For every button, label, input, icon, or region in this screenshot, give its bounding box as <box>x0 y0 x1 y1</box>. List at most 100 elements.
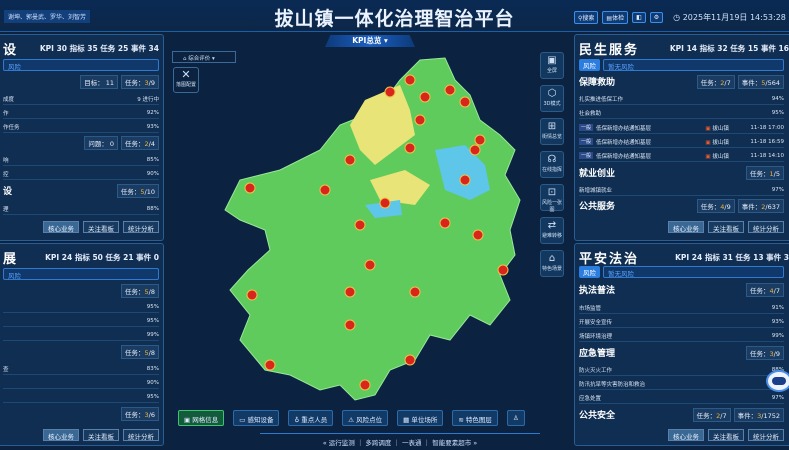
3d-mode-button[interactable]: ⬡ 3D模式 <box>540 85 564 112</box>
indicator-row[interactable]: 成度 9 进行中 <box>3 93 159 105</box>
core-business-button[interactable]: 核心业务 <box>668 221 704 233</box>
building-icon: ▦ <box>403 416 412 424</box>
stats-button[interactable]: 统计分析 <box>123 429 159 441</box>
party-marker-icon[interactable] <box>414 114 426 126</box>
fullscreen-icon: ▣ <box>547 55 557 66</box>
map-region-blue[interactable] <box>435 145 490 200</box>
indicator-row[interactable]: 市场监管 91% <box>579 302 784 314</box>
sensor-device-button[interactable]: ▭ 感知设备 <box>233 410 280 426</box>
unit-place-button[interactable]: ▦ 单位场所 <box>397 410 444 426</box>
core-business-button[interactable]: 核心业务 <box>43 429 79 441</box>
indicator-row[interactable]: 理 88% <box>3 203 159 215</box>
check-button[interactable]: ▤体检 <box>602 11 629 24</box>
risk-bar[interactable]: 暂无风险 <box>603 59 784 71</box>
layer-config-button[interactable]: ✕ 落图配置 <box>173 67 199 93</box>
risk-bar[interactable]: 风险 <box>3 59 159 71</box>
indicator-row[interactable]: 应急处置 97% <box>579 392 784 404</box>
indicator-row[interactable]: 90% <box>3 377 159 389</box>
town-map[interactable] <box>170 40 540 410</box>
party-marker-icon[interactable] <box>439 217 451 229</box>
indicator-row[interactable]: 查 83% <box>3 363 159 375</box>
key-person-button[interactable]: ♁ 重点人员 <box>288 410 334 426</box>
party-marker-icon[interactable] <box>459 96 471 108</box>
robot-assistant-icon[interactable] <box>766 370 789 392</box>
risk-map-button[interactable]: ⊡ 风险一张图 <box>540 184 564 213</box>
indicator-row[interactable]: 95% <box>3 315 159 327</box>
focus-board-button[interactable]: 关注看板 <box>708 221 744 233</box>
risk-bar[interactable]: 风险 <box>3 268 159 280</box>
gear-icon[interactable]: ⚙ <box>649 12 664 23</box>
focus-board-button[interactable]: 关注看板 <box>708 429 744 441</box>
party-marker-icon[interactable] <box>459 174 471 186</box>
party-marker-icon[interactable] <box>404 74 416 86</box>
indicator-row[interactable]: 控 90% <box>3 168 159 180</box>
indicator-row[interactable]: 响 85% <box>3 154 159 166</box>
map-region-green[interactable] <box>224 57 521 401</box>
eval-select[interactable]: ⌂ 综合评价 ▾ <box>172 51 236 63</box>
feature-layer-button[interactable]: ≋ 特色图层 <box>452 410 498 426</box>
task-chip: 任务：1/5 <box>746 165 784 180</box>
risk-bar[interactable]: 暂无风险 <box>603 266 784 278</box>
indicator-row[interactable]: 95% <box>3 391 159 403</box>
indicator-row[interactable]: 99% <box>3 329 159 341</box>
event-item[interactable]: 一般 低保新增办结通知基层 ▣ 拔山镇 11-18 14:10 <box>579 150 784 162</box>
party-marker-icon[interactable] <box>379 197 391 209</box>
party-marker-icon[interactable] <box>359 379 371 391</box>
indicator-row[interactable]: 扎实推进低保工作 94% <box>579 93 784 105</box>
indicator-row[interactable]: 新增城镇就业 97% <box>579 184 784 196</box>
party-marker-icon[interactable] <box>409 286 421 298</box>
party-marker-icon[interactable] <box>319 184 331 196</box>
indicator-row[interactable]: 开展安全宣传 93% <box>579 316 784 328</box>
stats-button[interactable]: 统计分析 <box>748 429 784 441</box>
street-overview-button[interactable]: ⊞ 街情总览 <box>540 118 564 145</box>
party-marker-icon[interactable] <box>419 91 431 103</box>
party-marker-icon[interactable] <box>472 229 484 241</box>
indicator-row[interactable]: 社会救助 95% <box>579 107 784 119</box>
party-marker-icon[interactable] <box>404 354 416 366</box>
indicator-row[interactable]: 防汛抗旱等灾害防治和救治 <box>579 378 784 390</box>
indicator-row[interactable]: 作 92% <box>3 107 159 119</box>
event-item[interactable]: 一般 低保新增办结通知基层 ▣ 拔山镇 11-18 16:59 <box>579 136 784 148</box>
indicator-row[interactable]: 防火灭火工作88% <box>579 364 784 376</box>
party-marker-icon[interactable] <box>344 154 356 166</box>
map-region-blue-2[interactable] <box>365 200 402 218</box>
party-marker-icon[interactable] <box>344 286 356 298</box>
evacuation-button[interactable]: ⇄ 避难转移 <box>540 217 564 244</box>
window-icon[interactable]: ◧ <box>632 12 646 23</box>
clean-icon[interactable]: ♙ <box>506 410 525 426</box>
indicator-row[interactable]: 作任务 93% <box>3 121 159 133</box>
party-marker-icon[interactable] <box>497 264 509 276</box>
stats-button[interactable]: 统计分析 <box>123 221 159 233</box>
party-marker-icon[interactable] <box>469 144 481 156</box>
online-command-button[interactable]: ☊ 在线指挥 <box>540 151 564 178</box>
map-region-yellow-2[interactable] <box>370 170 430 205</box>
party-marker-icon[interactable] <box>384 86 396 98</box>
core-business-button[interactable]: 核心业务 <box>668 429 704 441</box>
core-business-button[interactable]: 核心业务 <box>43 221 79 233</box>
kpi-dropdown[interactable]: KPI总览 ▾ <box>325 35 415 47</box>
focus-board-button[interactable]: 关注看板 <box>83 429 119 441</box>
cube-icon: ⬡ <box>547 88 557 99</box>
party-marker-icon[interactable] <box>444 84 456 96</box>
party-marker-icon[interactable] <box>364 259 376 271</box>
party-marker-icon[interactable] <box>404 142 416 154</box>
indicator-row[interactable]: 场镇环境治理 99% <box>579 330 784 342</box>
indicator-row[interactable]: 95% <box>3 301 159 313</box>
party-marker-icon[interactable] <box>344 319 356 331</box>
feature-scene-button[interactable]: ⌂ 特色场景 <box>540 250 564 277</box>
risk-point-button[interactable]: ⚠ 风险点位 <box>342 410 389 426</box>
fullscreen-button[interactable]: ▣ 全屏 <box>540 52 564 79</box>
event-item[interactable]: 一般 低保新增办结通知基层 ▣ 拔山镇 11-18 17:00 <box>579 122 784 134</box>
focus-board-button[interactable]: 关注看板 <box>83 221 119 233</box>
map-region-yellow[interactable] <box>350 85 415 165</box>
party-marker-icon[interactable] <box>244 182 256 194</box>
stats-button[interactable]: 统计分析 <box>748 221 784 233</box>
party-marker-icon[interactable] <box>474 134 486 146</box>
party-marker-icon[interactable] <box>354 219 366 231</box>
grid-info-button[interactable]: ▣ 网格信息 <box>178 410 225 426</box>
party-marker-icon[interactable] <box>246 289 258 301</box>
event-chip: 事件：2/637 <box>737 198 784 213</box>
party-marker-icon[interactable] <box>264 359 276 371</box>
search-button[interactable]: ⚲搜索 <box>574 11 599 24</box>
footer-nav[interactable]: « 运行监测 ｜ 多跨调度 ｜ 一表通 ｜ 智能要素超市 » <box>260 433 540 448</box>
